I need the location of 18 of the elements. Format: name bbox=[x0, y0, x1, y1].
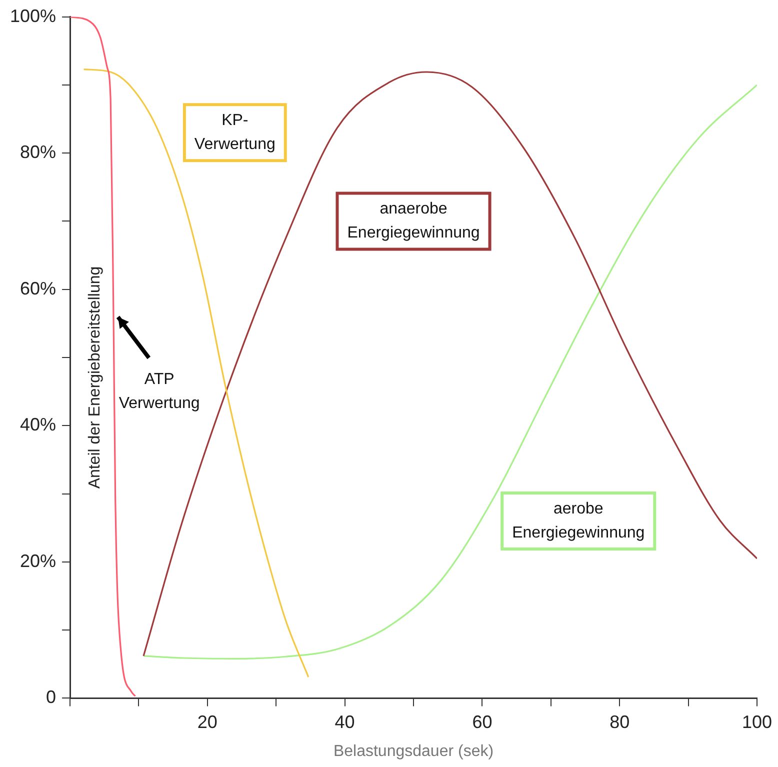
y-tick-label: 60% bbox=[20, 278, 56, 298]
y-tick-label: 80% bbox=[20, 142, 56, 162]
line-series bbox=[82, 68, 310, 678]
x-axis-title: Belastungsdauer (sek) bbox=[333, 742, 494, 760]
y-axis-title: Anteil der Energiebereitstellung bbox=[86, 266, 104, 489]
series-label: KP- Verwertung bbox=[194, 112, 276, 154]
y-tick-label: 0 bbox=[46, 687, 56, 708]
y-tick-label: 40% bbox=[20, 414, 56, 435]
x-tick-label: 20 bbox=[197, 712, 218, 732]
x-tick-label: 60 bbox=[472, 712, 492, 732]
x-tick-label: 40 bbox=[334, 712, 355, 732]
x-tick-label: 100 bbox=[742, 712, 772, 732]
text: anaerobe Energiegewinnung bbox=[347, 200, 480, 242]
y-tick-label: 20% bbox=[20, 550, 56, 571]
x-tick-label: 80 bbox=[610, 712, 630, 732]
series-label: aerobe Energiegewinnung bbox=[512, 500, 645, 542]
series-label: ATP Verwertung bbox=[118, 370, 200, 412]
y-tick-label: 100% bbox=[10, 6, 56, 26]
